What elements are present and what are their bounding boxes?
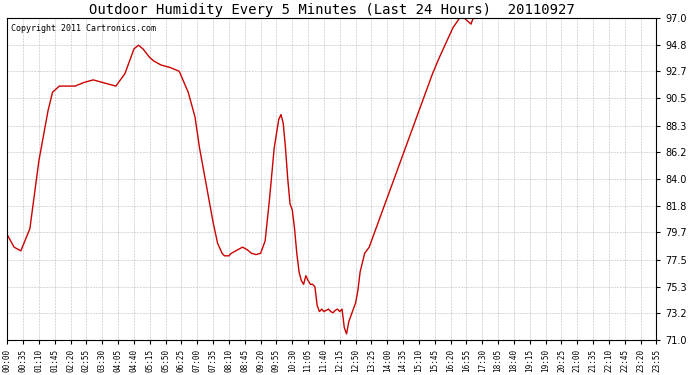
Title: Outdoor Humidity Every 5 Minutes (Last 24 Hours)  20110927: Outdoor Humidity Every 5 Minutes (Last 2… — [89, 3, 575, 17]
Text: Copyright 2011 Cartronics.com: Copyright 2011 Cartronics.com — [10, 24, 155, 33]
